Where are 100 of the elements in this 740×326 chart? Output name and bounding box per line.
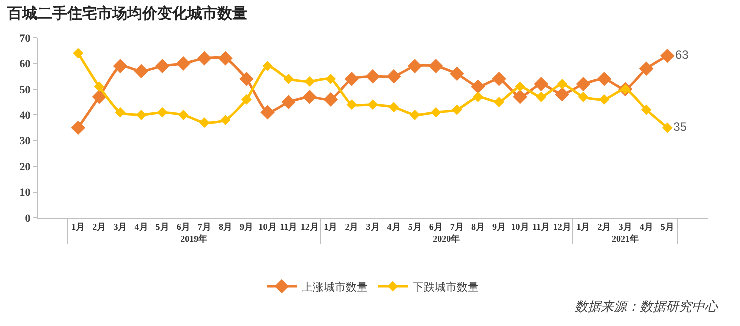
x-tick-label: 9月 bbox=[492, 222, 506, 232]
text: 2019年 bbox=[180, 234, 208, 244]
x-tick-label: 10月 bbox=[258, 222, 277, 232]
point bbox=[536, 92, 547, 102]
point bbox=[366, 69, 380, 84]
point bbox=[92, 90, 107, 104]
point bbox=[471, 80, 486, 94]
point bbox=[242, 94, 252, 105]
x-tick-label: 2月 bbox=[345, 222, 359, 232]
point bbox=[388, 102, 400, 113]
point bbox=[639, 62, 654, 76]
y-tick-label: 40 bbox=[20, 110, 32, 122]
chart-title: 百城二手住宅市场均价变化城市数量 bbox=[6, 4, 248, 23]
point bbox=[240, 72, 254, 86]
point bbox=[260, 105, 275, 120]
x-tick-label: 3月 bbox=[114, 222, 128, 232]
y-tick-label: 10 bbox=[20, 187, 32, 200]
point bbox=[262, 61, 273, 72]
point bbox=[428, 59, 444, 74]
point bbox=[134, 64, 149, 79]
x-tick-label: 3月 bbox=[618, 222, 632, 232]
x-tick-label: 4月 bbox=[640, 222, 654, 232]
x-tick-label: 1月 bbox=[72, 222, 86, 232]
point bbox=[136, 110, 147, 120]
x-tick-label: 7月 bbox=[198, 222, 212, 232]
y-tick-label: 20 bbox=[20, 161, 32, 174]
x-tick-label: 11月 bbox=[280, 222, 298, 232]
point bbox=[473, 92, 484, 102]
point bbox=[408, 59, 422, 74]
y-tick-label: 50 bbox=[20, 84, 32, 96]
point bbox=[660, 48, 675, 64]
point bbox=[492, 72, 506, 86]
point bbox=[284, 74, 294, 84]
data-label: 35 bbox=[674, 120, 688, 134]
source-note: 数据来源：数据研究中心 bbox=[575, 299, 719, 314]
point bbox=[157, 107, 168, 118]
point bbox=[94, 82, 105, 92]
x-tick-label: 5月 bbox=[408, 222, 422, 232]
text: 2021年 bbox=[612, 234, 640, 244]
point bbox=[450, 66, 464, 82]
x-tick-label: 2月 bbox=[92, 222, 106, 232]
x-tick-label: 8月 bbox=[471, 222, 485, 232]
point bbox=[155, 59, 170, 74]
point bbox=[73, 48, 84, 59]
x-tick-label: 7月 bbox=[450, 222, 464, 232]
point bbox=[115, 107, 126, 118]
x-tick-label: 4月 bbox=[387, 222, 401, 232]
y-tick-label: 0 bbox=[25, 212, 32, 225]
point bbox=[452, 104, 462, 116]
data-label: 63 bbox=[676, 48, 690, 62]
x-tick-label: 8月 bbox=[218, 222, 232, 232]
point bbox=[578, 92, 589, 102]
point bbox=[534, 77, 549, 92]
point bbox=[220, 115, 231, 126]
point bbox=[176, 56, 191, 71]
point bbox=[576, 77, 591, 92]
y-tick-label: 70 bbox=[20, 32, 32, 45]
point bbox=[197, 51, 212, 66]
x-tick-label: 5月 bbox=[156, 222, 170, 232]
y-tick-label: 30 bbox=[20, 136, 32, 148]
point bbox=[597, 72, 612, 86]
x-tick-label: 12月 bbox=[553, 222, 572, 232]
point bbox=[113, 59, 128, 74]
legend-label: 上涨城市数量 bbox=[302, 280, 368, 294]
point bbox=[178, 110, 189, 120]
x-tick-label: 1月 bbox=[576, 222, 590, 232]
point bbox=[515, 82, 526, 92]
x-tick-label: 1月 bbox=[324, 222, 338, 232]
x-tick-label: 4月 bbox=[134, 222, 148, 232]
legend-label: 下跌城市数量 bbox=[413, 280, 479, 294]
point bbox=[218, 51, 233, 66]
x-tick-label: 6月 bbox=[176, 222, 190, 232]
x-tick-label: 12月 bbox=[300, 222, 319, 232]
point bbox=[324, 92, 338, 107]
point bbox=[386, 69, 402, 84]
point bbox=[513, 90, 528, 104]
point bbox=[199, 118, 210, 128]
point bbox=[410, 110, 420, 120]
point bbox=[662, 122, 673, 134]
text: 2020年 bbox=[433, 234, 460, 244]
point bbox=[346, 100, 358, 110]
point bbox=[302, 90, 318, 104]
x-tick-label: 11月 bbox=[532, 222, 550, 232]
point bbox=[368, 100, 378, 110]
point bbox=[71, 120, 86, 136]
point bbox=[430, 107, 442, 118]
x-tick-label: 3月 bbox=[366, 222, 380, 232]
point bbox=[344, 72, 360, 86]
point bbox=[555, 87, 570, 102]
point bbox=[599, 94, 610, 105]
y-tick-label: 60 bbox=[20, 58, 32, 71]
point bbox=[326, 74, 336, 84]
x-tick-label: 9月 bbox=[240, 222, 254, 232]
point bbox=[641, 104, 652, 116]
point bbox=[282, 95, 296, 110]
point bbox=[557, 79, 568, 90]
point bbox=[494, 97, 504, 108]
x-tick-label: 2月 bbox=[598, 222, 612, 232]
x-tick-label: 6月 bbox=[429, 222, 443, 232]
x-tick-label: 5月 bbox=[660, 222, 674, 232]
